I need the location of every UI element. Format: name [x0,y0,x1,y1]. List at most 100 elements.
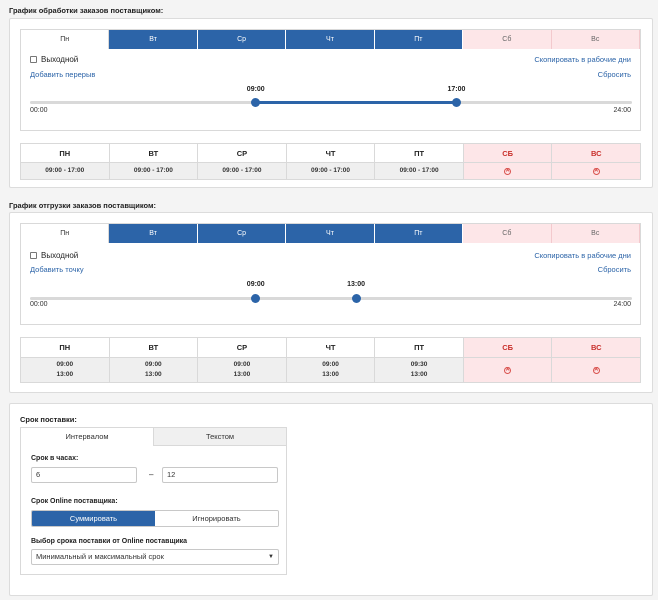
summary-day: ЧТ [286,338,375,358]
summary-day: СБ [463,144,552,163]
day-off-icon: ✕ [592,366,600,374]
summary-col-fri: ПТ 09:30 13:00 [375,338,464,382]
summary-value: 09:00 - 17:00 [198,163,286,179]
summary-col-sat: СБ ✕ [463,338,553,382]
axis-start-label: 00:00 [30,301,48,308]
copy-to-workdays-link[interactable]: Скопировать в рабочие дни [534,251,631,260]
end-time-label: 17:00 [447,86,466,93]
add-point-link[interactable]: Добавить точку [30,265,84,274]
axis-start-label: 00:00 [30,107,48,114]
summary-col-fri: ПТ 09:00 - 17:00 [375,144,464,179]
summary-value: 09:00 13:00 [109,358,198,382]
summary-col-sat: СБ ✕ [463,144,553,179]
summary-day: СБ [463,338,552,358]
summary-col-thu: ЧТ 09:00 13:00 [286,338,376,382]
dayoff-checkbox[interactable] [30,252,37,259]
summary-day: ВТ [109,144,198,163]
delivery-title: Срок поставки: [20,415,77,424]
point-1-label: 09:00 [246,281,265,288]
tab-mon[interactable]: Пн [21,30,110,49]
tab-wed[interactable]: Ср [197,224,287,243]
summary-col-thu: ЧТ 09:00 - 17:00 [286,144,376,179]
dayoff-row: Выходной [30,251,78,260]
delivery-mode-tabs: Интервалом Текстом [21,428,286,446]
summary-value: ✕ [552,358,641,382]
delivery-term-select[interactable]: Минимальный и максимальный срок ▼ [31,549,279,565]
time-slider-track[interactable] [30,294,632,303]
summary-col-sun: ВС ✕ [552,144,641,179]
end-time-handle[interactable] [451,98,461,107]
tab-sun[interactable]: Вс [551,30,640,49]
add-break-link[interactable]: Добавить перерыв [30,70,96,79]
summary-day: ПТ [375,338,463,358]
point-2-handle[interactable] [351,294,361,303]
processing-summary: ПН 09:00 - 17:00 ВТ 09:00 - 17:00 СР 09:… [20,143,641,180]
shipment-editor: Пн Вт Ср Чт Пт Сб Вс Выходной Добавить т… [20,223,641,325]
summary-col-tue: ВТ 09:00 - 17:00 [109,144,199,179]
summary-value: ✕ [463,358,552,382]
summary-value: 09:00 13:00 [21,358,109,382]
select-value: Минимальный и максимальный срок [36,552,164,561]
time-slider-track[interactable] [30,98,632,107]
tab-wed[interactable]: Ср [197,30,287,49]
processing-editor: Пн Вт Ср Чт Пт Сб Вс Выходной Добавить п… [20,29,641,131]
tab-fri[interactable]: Пт [374,30,464,49]
summary-day: ВС [552,338,641,358]
online-mode-toggle: Суммировать Игнорировать [31,510,279,527]
dayoff-checkbox[interactable] [30,56,37,63]
dayoff-label: Выходной [41,251,79,260]
tab-sun[interactable]: Вс [551,224,640,243]
tab-sat[interactable]: Сб [463,30,552,49]
copy-to-workdays-link[interactable]: Скопировать в рабочие дни [534,55,631,64]
tab-thu[interactable]: Чт [286,30,375,49]
shipment-day-tabs: Пн Вт Ср Чт Пт Сб Вс [21,224,640,243]
summary-value: 09:30 13:00 [375,358,463,382]
summary-value: 09:00 - 17:00 [286,163,375,179]
hours-to-input[interactable]: 12 [162,467,278,483]
summary-day: ВТ [109,338,198,358]
summary-col-mon: ПН 09:00 13:00 [21,338,110,382]
tab-tue[interactable]: Вт [109,224,198,243]
summary-col-sun: ВС ✕ [552,338,641,382]
processing-day-tabs: Пн Вт Ср Чт Пт Сб Вс [21,30,640,49]
summary-value: 09:00 13:00 [286,358,375,382]
tab-sat[interactable]: Сб [463,224,552,243]
tab-fri[interactable]: Пт [374,224,464,243]
ignore-button[interactable]: Игнорировать [155,511,278,526]
tab-text[interactable]: Текстом [154,428,286,446]
day-off-icon: ✕ [504,366,512,374]
day-off-icon: ✕ [504,167,512,175]
summary-value: 09:00 13:00 [198,358,286,382]
select-label: Выбор срока поставки от Online поставщик… [31,538,188,545]
delivery-box: Интервалом Текстом Срок в часах: 6 – 12 … [20,427,287,575]
summary-value: 09:00 - 17:00 [375,163,463,179]
summary-day: ПН [21,144,109,163]
hours-label: Срок в часах: [31,455,79,462]
tab-thu[interactable]: Чт [286,224,375,243]
tab-tue[interactable]: Вт [109,30,198,49]
summary-day: ПН [21,338,109,358]
summary-col-wed: СР 09:00 13:00 [198,338,287,382]
summary-day: СР [198,144,286,163]
tab-interval[interactable]: Интервалом [21,428,154,446]
chevron-down-icon: ▼ [268,554,274,560]
reset-link[interactable]: Сбросить [597,265,631,274]
tab-mon[interactable]: Пн [21,224,110,243]
point-1-handle[interactable] [251,294,261,303]
start-time-handle[interactable] [251,98,261,107]
summary-value: ✕ [552,163,641,179]
summary-value: ✕ [463,163,552,179]
hours-from-input[interactable]: 6 [31,467,137,483]
start-time-label: 09:00 [246,86,265,93]
processing-title: График обработки заказов поставщиком: [9,6,164,15]
summary-value: 09:00 - 17:00 [21,163,109,179]
delivery-panel: Срок поставки: Интервалом Текстом Срок в… [9,403,653,596]
time-slider-range [255,101,457,104]
processing-panel: Пн Вт Ср Чт Пт Сб Вс Выходной Добавить п… [9,18,653,188]
reset-link[interactable]: Сбросить [597,70,631,79]
sum-button[interactable]: Суммировать [32,511,155,526]
online-label: Срок Online поставщика: [31,498,118,505]
day-off-icon: ✕ [592,167,600,175]
summary-col-tue: ВТ 09:00 13:00 [109,338,199,382]
axis-end-label: 24:00 [613,301,631,308]
